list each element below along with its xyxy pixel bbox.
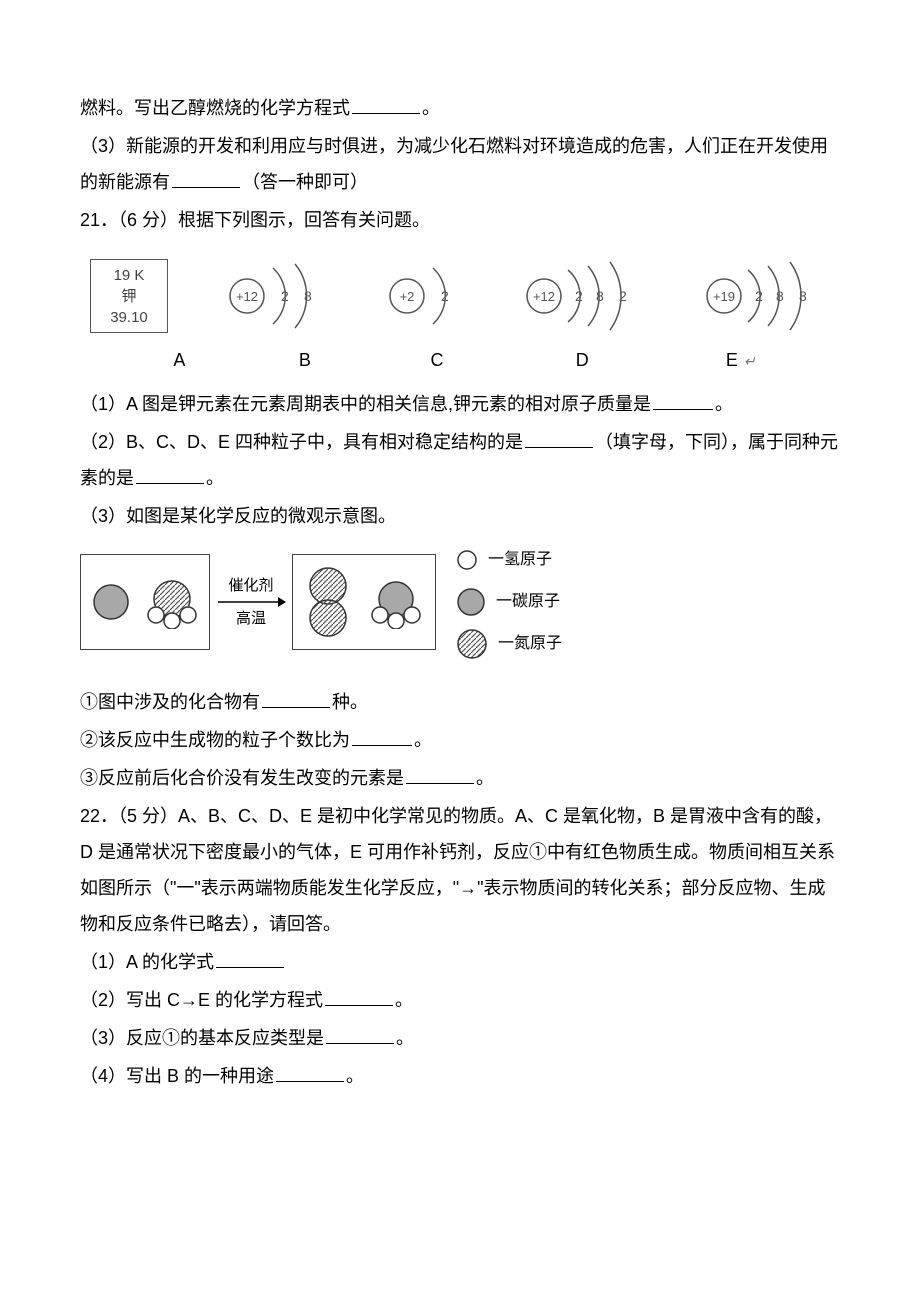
blank-valence bbox=[406, 766, 474, 784]
svg-text:8: 8 bbox=[596, 288, 604, 304]
q22-2: （2）写出 C→E 的化学方程式。 bbox=[80, 982, 840, 1018]
text-q3: （3）新能源的开发和利用应与时俱进，为减少化石燃料对环境造成的危害，人们正在开发… bbox=[80, 128, 840, 200]
blank-q22-3 bbox=[326, 1026, 394, 1044]
q22-3: （3）反应①的基本反应类型是。 bbox=[80, 1020, 840, 1056]
hydrogen-legend-icon bbox=[456, 549, 478, 571]
blank-fuel bbox=[352, 96, 420, 114]
q22-1: （1）A 的化学式 bbox=[80, 944, 840, 980]
products-box bbox=[292, 554, 436, 650]
blank-ratio bbox=[352, 728, 412, 746]
q21-heading: 21．（6 分）根据下列图示，回答有关问题。 bbox=[80, 202, 840, 238]
q21-1: （1）A 图是钾元素在元素周期表中的相关信息,钾元素的相对原子质量是。 bbox=[80, 386, 840, 422]
q21-2: （2）B、C、D、E 四种粒子中，具有相对稳定结构的是（填字母，下同），属于同种… bbox=[80, 424, 840, 496]
atom-diagram-row: 19 K 钾 39.10 +12 2 8 +2 2 +12 2 8 2 +19 … bbox=[80, 246, 840, 340]
q21-3: （3）如图是某化学反应的微观示意图。 bbox=[80, 498, 840, 534]
reaction-diagram: 催化剂 高温 一氢原子 一碳原子 bbox=[80, 544, 840, 660]
blank-q21-2a bbox=[525, 430, 593, 448]
q21-3-1: ①图中涉及的化合物有种。 bbox=[80, 684, 840, 720]
svg-text:+2: +2 bbox=[400, 289, 415, 304]
svg-text:2: 2 bbox=[575, 288, 583, 304]
blank-q22-4 bbox=[276, 1064, 344, 1082]
atom-labels: A B C D E↵ bbox=[80, 342, 840, 378]
reactants-box bbox=[80, 554, 210, 650]
atom-b-nuc: +12 bbox=[235, 289, 257, 304]
blank-new-energy bbox=[172, 170, 240, 188]
blank-q21-1 bbox=[653, 392, 713, 410]
atom-e-icon: +19 2 8 8 bbox=[700, 256, 830, 336]
q22-heading: 22．（5 分）A、B、C、D、E 是初中化学常见的物质。A、C 是氧化物，B … bbox=[80, 798, 840, 942]
blank-q22-1 bbox=[216, 950, 284, 968]
q22-4: （4）写出 B 的一种用途。 bbox=[80, 1058, 840, 1094]
svg-text:2: 2 bbox=[281, 288, 289, 304]
blank-q22-2 bbox=[325, 988, 393, 1006]
reaction-arrow: 催化剂 高温 bbox=[216, 576, 286, 629]
atom-b-icon: +12 2 8 bbox=[219, 256, 329, 336]
ch3-molecule-icon bbox=[367, 575, 425, 629]
svg-text:8: 8 bbox=[776, 288, 784, 304]
nh3-molecule-icon bbox=[145, 575, 199, 629]
q21-3-2: ②该反应中生成物的粒子个数比为。 bbox=[80, 722, 840, 758]
carbon-legend-icon bbox=[456, 587, 486, 617]
element-box-k: 19 K 钾 39.10 bbox=[90, 259, 168, 333]
blank-compound-count bbox=[262, 690, 330, 708]
n2-molecule-icon bbox=[303, 564, 353, 640]
svg-text:2: 2 bbox=[441, 288, 449, 304]
svg-text:2: 2 bbox=[619, 288, 627, 304]
atom-c-icon: +2 2 bbox=[379, 256, 469, 336]
nitrogen-legend-icon bbox=[456, 628, 488, 660]
atom-legend: 一氢原子 一碳原子 一氮原子 bbox=[456, 544, 562, 660]
svg-text:8: 8 bbox=[304, 288, 312, 304]
carbon-atom-icon bbox=[91, 582, 131, 622]
svg-text:8: 8 bbox=[799, 288, 807, 304]
blank-q21-2b bbox=[136, 466, 204, 484]
svg-text:2: 2 bbox=[755, 288, 763, 304]
svg-text:+19: +19 bbox=[713, 289, 735, 304]
atom-d-icon: +12 2 8 2 bbox=[520, 256, 650, 336]
q21-3-3: ③反应前后化合价没有发生改变的元素是。 bbox=[80, 760, 840, 796]
svg-text:+12: +12 bbox=[532, 289, 554, 304]
text-fuel: 燃料。写出乙醇燃烧的化学方程式。 bbox=[80, 90, 840, 126]
